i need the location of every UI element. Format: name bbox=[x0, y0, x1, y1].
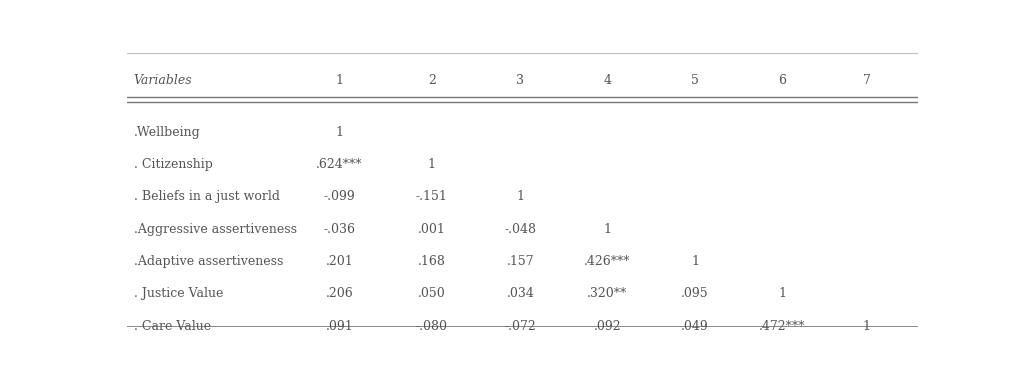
Text: .Aggressive assertiveness: .Aggressive assertiveness bbox=[133, 222, 297, 235]
Text: . Citizenship: . Citizenship bbox=[133, 158, 213, 171]
Text: .050: .050 bbox=[418, 287, 445, 300]
Text: .091: .091 bbox=[325, 320, 353, 333]
Text: 3: 3 bbox=[516, 74, 524, 87]
Text: 1: 1 bbox=[516, 190, 524, 203]
Text: -.072: -.072 bbox=[504, 320, 536, 333]
Text: -.048: -.048 bbox=[503, 222, 536, 235]
Text: 5: 5 bbox=[691, 74, 698, 87]
Text: .049: .049 bbox=[681, 320, 708, 333]
Text: .624***: .624*** bbox=[316, 158, 362, 171]
Text: -.099: -.099 bbox=[323, 190, 355, 203]
Text: -.080: -.080 bbox=[416, 320, 447, 333]
Text: .092: .092 bbox=[593, 320, 621, 333]
Text: 1: 1 bbox=[691, 255, 698, 268]
Text: .426***: .426*** bbox=[584, 255, 630, 268]
Text: .168: .168 bbox=[418, 255, 445, 268]
Text: 1: 1 bbox=[427, 158, 435, 171]
Text: 7: 7 bbox=[862, 74, 869, 87]
Text: 1: 1 bbox=[603, 222, 610, 235]
Text: 6: 6 bbox=[777, 74, 786, 87]
Text: 1: 1 bbox=[862, 320, 870, 333]
Text: Variables: Variables bbox=[133, 74, 193, 87]
Text: .001: .001 bbox=[418, 222, 445, 235]
Text: -.036: -.036 bbox=[323, 222, 355, 235]
Text: 1: 1 bbox=[335, 74, 343, 87]
Text: 1: 1 bbox=[777, 287, 786, 300]
Text: . Care Value: . Care Value bbox=[133, 320, 211, 333]
Text: .472***: .472*** bbox=[758, 320, 804, 333]
Text: 2: 2 bbox=[428, 74, 435, 87]
Text: .201: .201 bbox=[325, 255, 353, 268]
Text: .320**: .320** bbox=[587, 287, 627, 300]
Text: .095: .095 bbox=[681, 287, 708, 300]
Text: .034: .034 bbox=[506, 287, 534, 300]
Text: 4: 4 bbox=[603, 74, 610, 87]
Text: -.151: -.151 bbox=[416, 190, 447, 203]
Text: . Justice Value: . Justice Value bbox=[133, 287, 223, 300]
Text: .Adaptive assertiveness: .Adaptive assertiveness bbox=[133, 255, 283, 268]
Text: .157: .157 bbox=[506, 255, 534, 268]
Text: . Beliefs in a just world: . Beliefs in a just world bbox=[133, 190, 279, 203]
Text: 1: 1 bbox=[335, 125, 343, 138]
Text: .Wellbeing: .Wellbeing bbox=[133, 125, 201, 138]
Text: .206: .206 bbox=[325, 287, 353, 300]
